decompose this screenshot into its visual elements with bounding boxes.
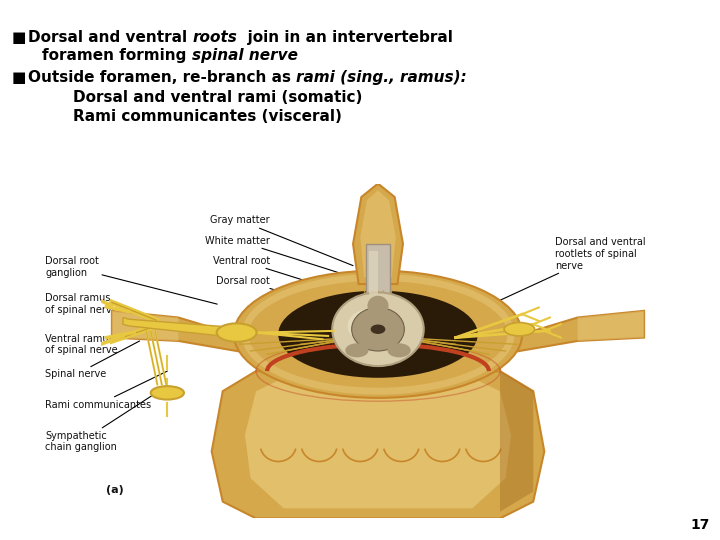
Ellipse shape [278,291,478,378]
Polygon shape [478,361,500,371]
Text: Gray matter: Gray matter [210,215,353,266]
Text: Ventral root: Ventral root [212,255,353,296]
Polygon shape [353,184,403,284]
Polygon shape [366,244,390,298]
Circle shape [372,325,384,333]
Text: Sympathetic
chain ganglion: Sympathetic chain ganglion [45,393,156,452]
Polygon shape [500,371,534,512]
Ellipse shape [346,343,369,357]
Polygon shape [212,371,544,518]
Ellipse shape [348,309,392,343]
Ellipse shape [150,386,184,400]
Polygon shape [500,311,644,354]
Ellipse shape [387,343,410,357]
Text: White matter: White matter [205,235,359,279]
Text: Dorsal ramus
of spinal nerve: Dorsal ramus of spinal nerve [45,293,123,318]
Ellipse shape [367,296,389,316]
Polygon shape [112,311,179,341]
Text: Dorsal and ventral rami (somatic): Dorsal and ventral rami (somatic) [73,90,362,105]
Text: rami (sing., ramus):: rami (sing., ramus): [296,70,467,85]
Ellipse shape [504,322,535,336]
Text: 17: 17 [690,518,710,532]
Text: Rami communicantes (visceral): Rami communicantes (visceral) [73,109,342,124]
Text: ■: ■ [12,30,27,45]
Ellipse shape [351,307,405,351]
Ellipse shape [332,293,424,366]
Polygon shape [245,378,511,508]
Text: Dorsal and ventral
rootlets of spinal
nerve: Dorsal and ventral rootlets of spinal ne… [492,237,646,304]
Polygon shape [577,311,644,341]
Text: Dorsal root: Dorsal root [216,276,348,311]
Text: ■: ■ [12,70,27,85]
Text: spinal nerve: spinal nerve [192,48,297,63]
Text: Dorsal and ventral: Dorsal and ventral [28,30,192,45]
Text: (a): (a) [107,485,124,495]
Text: join in an intervertebral: join in an intervertebral [238,30,453,45]
Ellipse shape [217,323,256,342]
Text: Rami communicantes: Rami communicantes [45,371,167,409]
Polygon shape [256,361,278,371]
Text: Dorsal root
ganglion: Dorsal root ganglion [45,256,217,304]
Text: Ventral ramus
of spinal nerve: Ventral ramus of spinal nerve [45,333,123,355]
Text: roots: roots [192,30,238,45]
Text: Outside foramen, re-branch as: Outside foramen, re-branch as [28,70,296,85]
Polygon shape [112,311,256,354]
Text: foramen forming: foramen forming [42,48,192,63]
Polygon shape [360,190,396,278]
Text: Spinal nerve: Spinal nerve [45,341,140,380]
Polygon shape [123,318,237,338]
Polygon shape [369,251,378,294]
Ellipse shape [234,271,522,398]
